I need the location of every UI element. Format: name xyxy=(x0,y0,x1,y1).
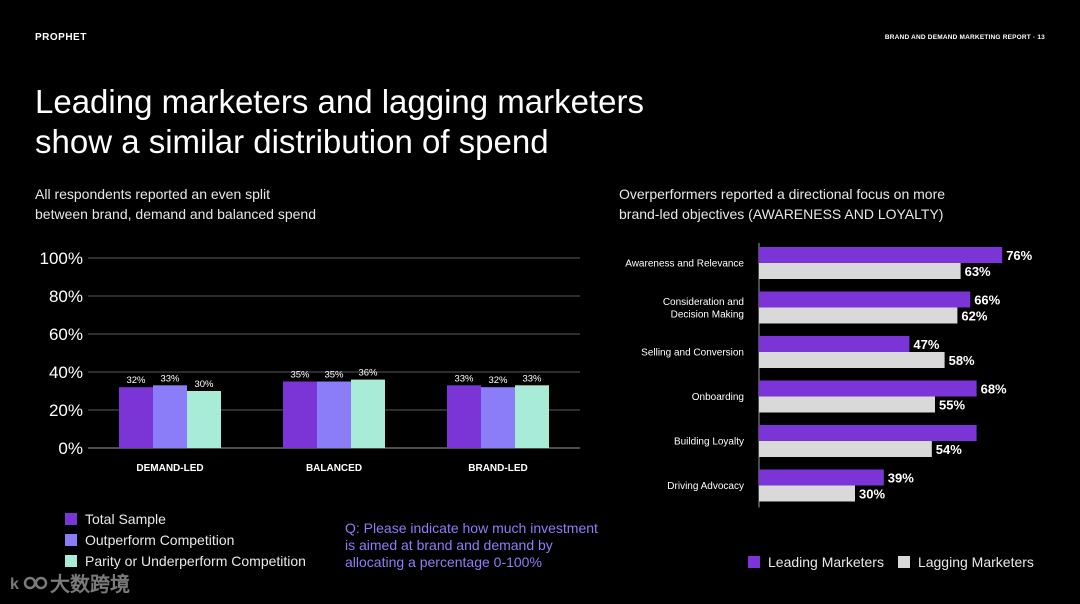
legend-label-leading: Leading Marketers xyxy=(768,553,884,570)
data-label: 76% xyxy=(1006,248,1032,263)
bar-2-1 xyxy=(759,352,945,368)
survey-question: Q: Please indicate how much investment i… xyxy=(345,520,625,571)
right-subtitle-line-2: brand-led objectives (AWARENESS AND LOYA… xyxy=(619,206,944,222)
y-tick-label: 20% xyxy=(49,401,83,420)
category-label: Onboarding xyxy=(692,392,744,403)
left-subtitle-line-2: between brand, demand and balanced spend xyxy=(35,206,316,222)
data-label: 54% xyxy=(936,442,962,457)
data-label: 39% xyxy=(888,471,914,486)
bar-1-2 xyxy=(351,379,385,448)
y-tick-label: 0% xyxy=(58,439,83,458)
bar-2-2 xyxy=(515,385,549,448)
bar-5-1 xyxy=(759,485,855,502)
bar-0-0 xyxy=(759,247,1003,263)
report-header: BRAND AND DEMAND MARKETING REPORT · 13 xyxy=(884,34,1045,41)
legend-item-lagging: Lagging Marketers xyxy=(897,551,1034,572)
data-label: 47% xyxy=(913,337,939,352)
legend-swatch-outperform xyxy=(65,533,77,546)
bar-4-0 xyxy=(759,425,977,441)
question-line-3: allocating a percentage 0-100% xyxy=(345,554,542,570)
data-label: 30% xyxy=(859,487,885,502)
data-label: 33% xyxy=(454,373,474,384)
bar-4-1 xyxy=(759,441,932,457)
bar-2-0 xyxy=(447,385,481,448)
category-label: Driving Advocacy xyxy=(667,481,744,492)
svg-text:k: k xyxy=(10,576,19,593)
x-tick-label: BALANCED xyxy=(306,463,362,474)
legend-item-leading: Leading Marketers xyxy=(748,551,884,572)
bar-5-0 xyxy=(759,469,884,486)
data-label: 66% xyxy=(974,293,1000,308)
left-legend: Total Sample Outperform Competition Pari… xyxy=(65,508,306,571)
question-line-2: is aimed at brand and demand by xyxy=(345,537,553,553)
brand-logo: PROPHET xyxy=(35,32,87,43)
y-tick-label: 60% xyxy=(49,325,83,344)
legend-swatch-parity xyxy=(65,554,77,567)
legend-label-parity: Parity or Underperform Competition xyxy=(85,552,306,569)
legend-swatch-lagging xyxy=(897,555,910,568)
category-label: Consideration and xyxy=(663,297,744,308)
bar-2-0 xyxy=(759,336,910,352)
watermark-logo-icon: k xyxy=(10,576,48,593)
data-label: 32% xyxy=(488,375,508,386)
data-label: 58% xyxy=(949,353,975,368)
x-tick-label: DEMAND-LED xyxy=(136,463,203,474)
y-tick-label: 80% xyxy=(49,287,83,306)
spend-distribution-chart: 0% 20% 40% 60% 80% 100% 32% 33% 30% DEMAND-LED 35%… xyxy=(40,249,580,474)
category-label: Selling and Conversion xyxy=(641,348,744,359)
right-chart-subtitle: Overperformers reported a directional fo… xyxy=(619,184,999,224)
watermark: k 大数跨境 xyxy=(10,568,130,597)
data-label: 35% xyxy=(324,370,344,381)
legend-label-outperform: Outperform Competition xyxy=(85,531,235,548)
bar-0-2 xyxy=(187,391,221,448)
data-label: 36% xyxy=(358,368,378,379)
bar-0-0 xyxy=(119,387,153,448)
category-label: Decision Making xyxy=(671,309,744,320)
data-label: 62% xyxy=(961,309,987,324)
question-line-1: Q: Please indicate how much investment xyxy=(345,520,598,536)
legend-item-outperform: Outperform Competition xyxy=(65,529,306,550)
right-legend: Leading Marketers Lagging Marketers xyxy=(748,551,1034,572)
bar-2-1 xyxy=(481,387,515,448)
bar-1-1 xyxy=(317,381,351,448)
data-label: 33% xyxy=(160,373,180,384)
legend-item-parity: Parity or Underperform Competition xyxy=(65,550,306,571)
data-label: 33% xyxy=(522,373,542,384)
data-label: 55% xyxy=(939,398,965,413)
legend-swatch-total-sample xyxy=(65,512,77,525)
objectives-chart: 76% 63% Awareness and Relevance 66%62% Consi… xyxy=(625,243,1033,508)
data-label: 30% xyxy=(194,379,214,390)
watermark-text: 大数跨境 xyxy=(50,574,130,596)
legend-label-total-sample: Total Sample xyxy=(85,510,166,527)
data-label: 63% xyxy=(965,264,991,279)
bar-0-1 xyxy=(153,385,187,448)
data-label: 35% xyxy=(290,370,310,381)
bar-3-1 xyxy=(759,396,935,413)
right-subtitle-line-1: Overperformers reported a directional fo… xyxy=(619,186,946,202)
bar-3-0 xyxy=(759,380,977,397)
data-label: 68% xyxy=(981,382,1007,397)
bar-0-1 xyxy=(759,263,961,279)
legend-item-total-sample: Total Sample xyxy=(65,508,306,529)
title-line-2: show a similar distribution of spend xyxy=(35,123,549,160)
category-label: Building Loyalty xyxy=(674,437,744,448)
page-title: Leading marketers and lagging marketers … xyxy=(35,82,735,162)
y-tick-label: 100% xyxy=(40,249,83,268)
legend-swatch-leading xyxy=(748,555,760,568)
bar-1-1 xyxy=(759,307,958,324)
left-subtitle-line-1: All respondents reported an even split xyxy=(35,186,271,202)
data-label: 32% xyxy=(126,375,146,386)
y-tick-label: 40% xyxy=(49,363,83,382)
category-label: Awareness and Relevance xyxy=(625,259,744,270)
legend-label-lagging: Lagging Marketers xyxy=(917,553,1034,570)
bar-1-0 xyxy=(759,291,971,308)
left-chart-subtitle: All respondents reported an even split b… xyxy=(35,184,355,224)
title-line-1: Leading marketers and lagging marketers xyxy=(35,83,645,120)
bar-1-0 xyxy=(283,381,317,448)
x-tick-label: BRAND-LED xyxy=(468,463,527,474)
